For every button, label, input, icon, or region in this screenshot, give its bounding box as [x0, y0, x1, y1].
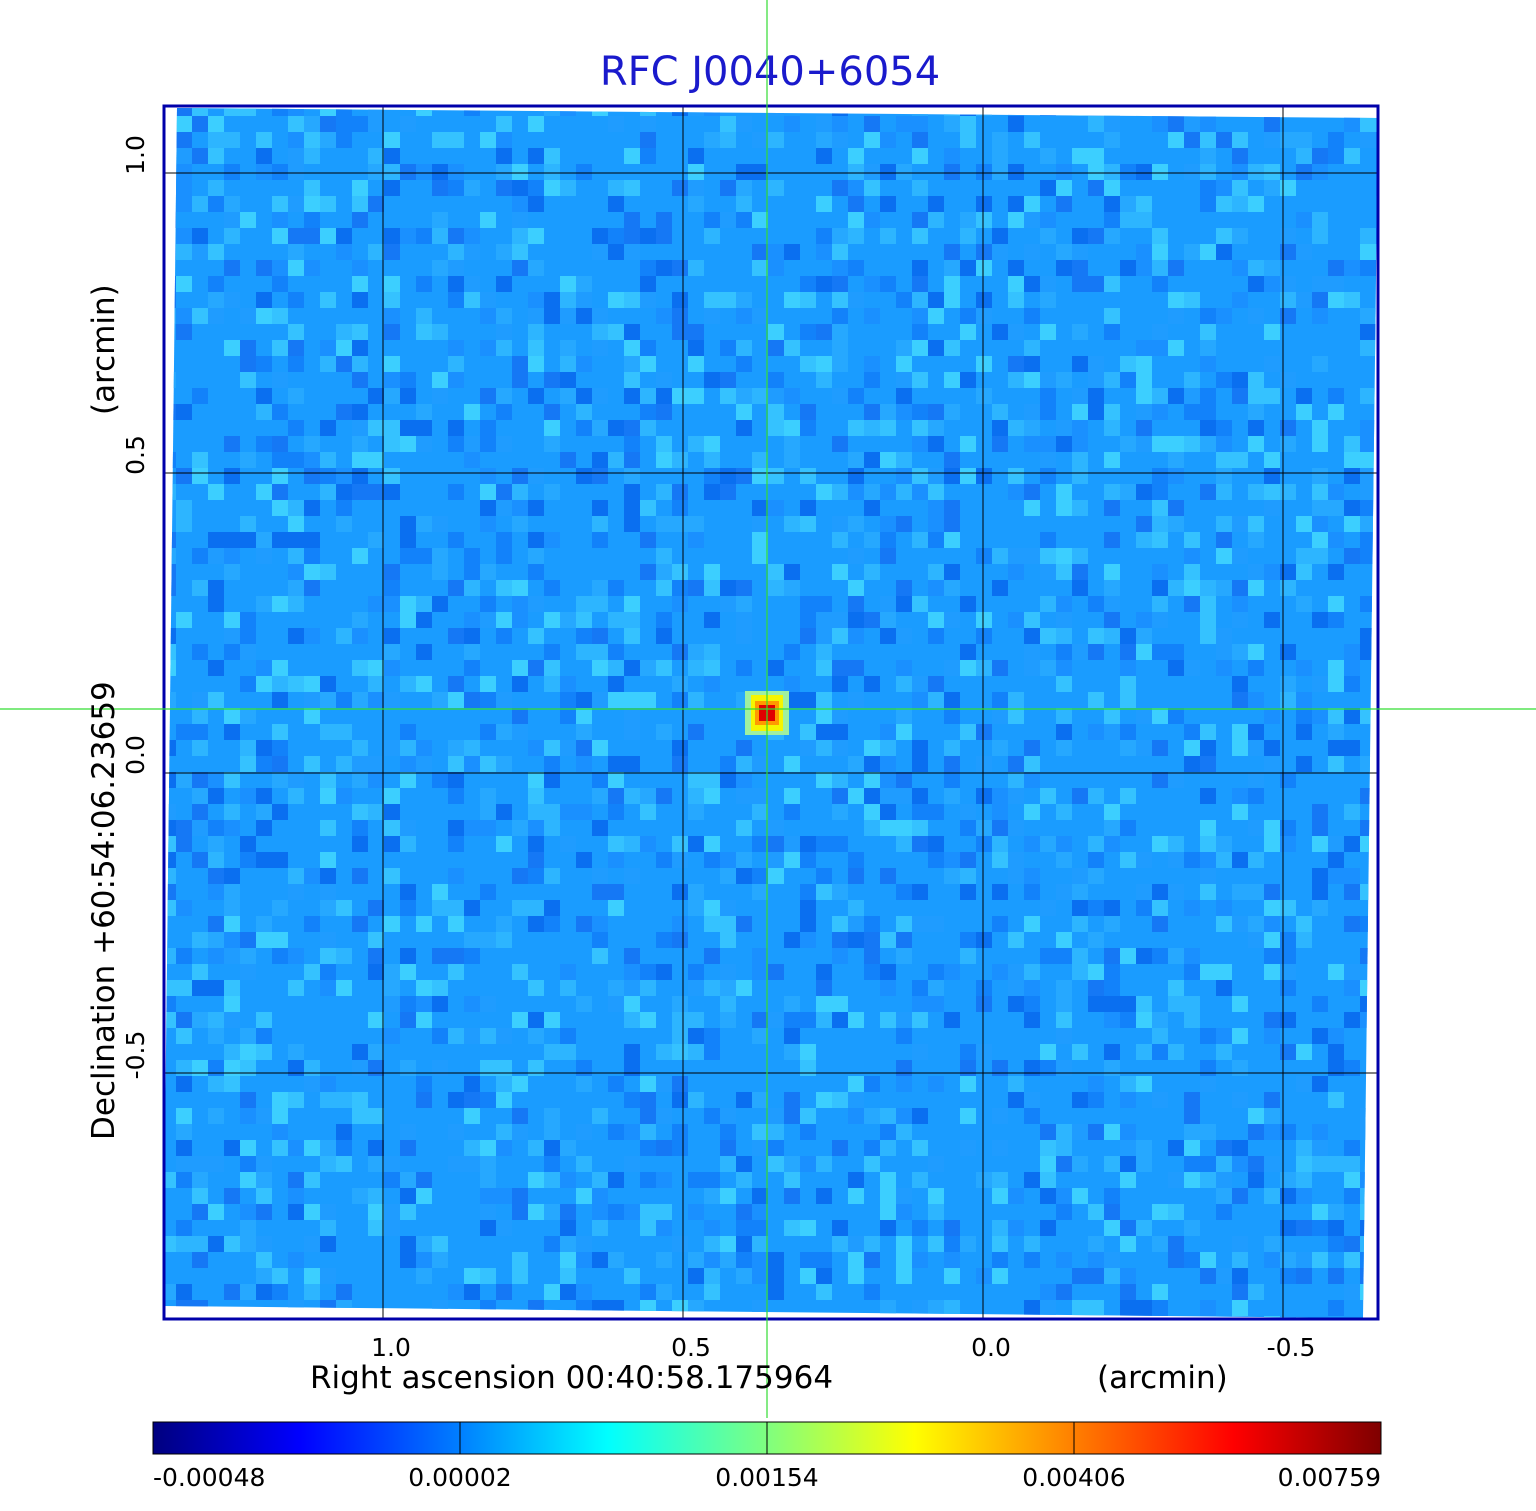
y-tick-label: 0.5: [121, 435, 150, 475]
sky-image: [163, 108, 1378, 1318]
x-axis-unit: (arcmin): [1097, 1360, 1228, 1396]
y-tick-label: 1.0: [121, 135, 150, 175]
x-tick-label: 1.0: [371, 1333, 411, 1362]
colorbar-ticks: -0.00048 0.00002 0.00154 0.00406 0.00759: [152, 1422, 1382, 1492]
x-tick-label: 0.5: [671, 1333, 711, 1362]
plot-frame: [162, 104, 1380, 1321]
y-tick-labels: 1.0 0.5 0.0 -0.5: [121, 135, 150, 1079]
x-tick-labels: 1.0 0.5 0.0 -0.5: [371, 1333, 1315, 1362]
x-axis-label: Right ascension 00:40:58.175964: [310, 1360, 833, 1396]
coordinate-grid: [164, 106, 1378, 1319]
noise-pixels: [163, 108, 1378, 1318]
colorbar-label: 0.00406: [1022, 1463, 1125, 1492]
colorbar-label: 0.00154: [715, 1463, 818, 1492]
x-tick-label: -0.5: [1267, 1333, 1316, 1362]
colorbar-label: 0.00002: [408, 1463, 511, 1492]
y-tick-label: 0.0: [121, 735, 150, 775]
x-tick-label: 0.0: [971, 1333, 1011, 1362]
plot-title: RFC J0040+6054: [600, 49, 940, 95]
colorbar-label: -0.00048: [153, 1463, 265, 1492]
y-axis-label: Declination +60:54:06.23659: [86, 681, 122, 1140]
y-axis-unit: (arcmin): [86, 284, 122, 415]
y-tick-label: -0.5: [121, 1031, 150, 1080]
colorbar-label: 0.00759: [1278, 1463, 1381, 1492]
